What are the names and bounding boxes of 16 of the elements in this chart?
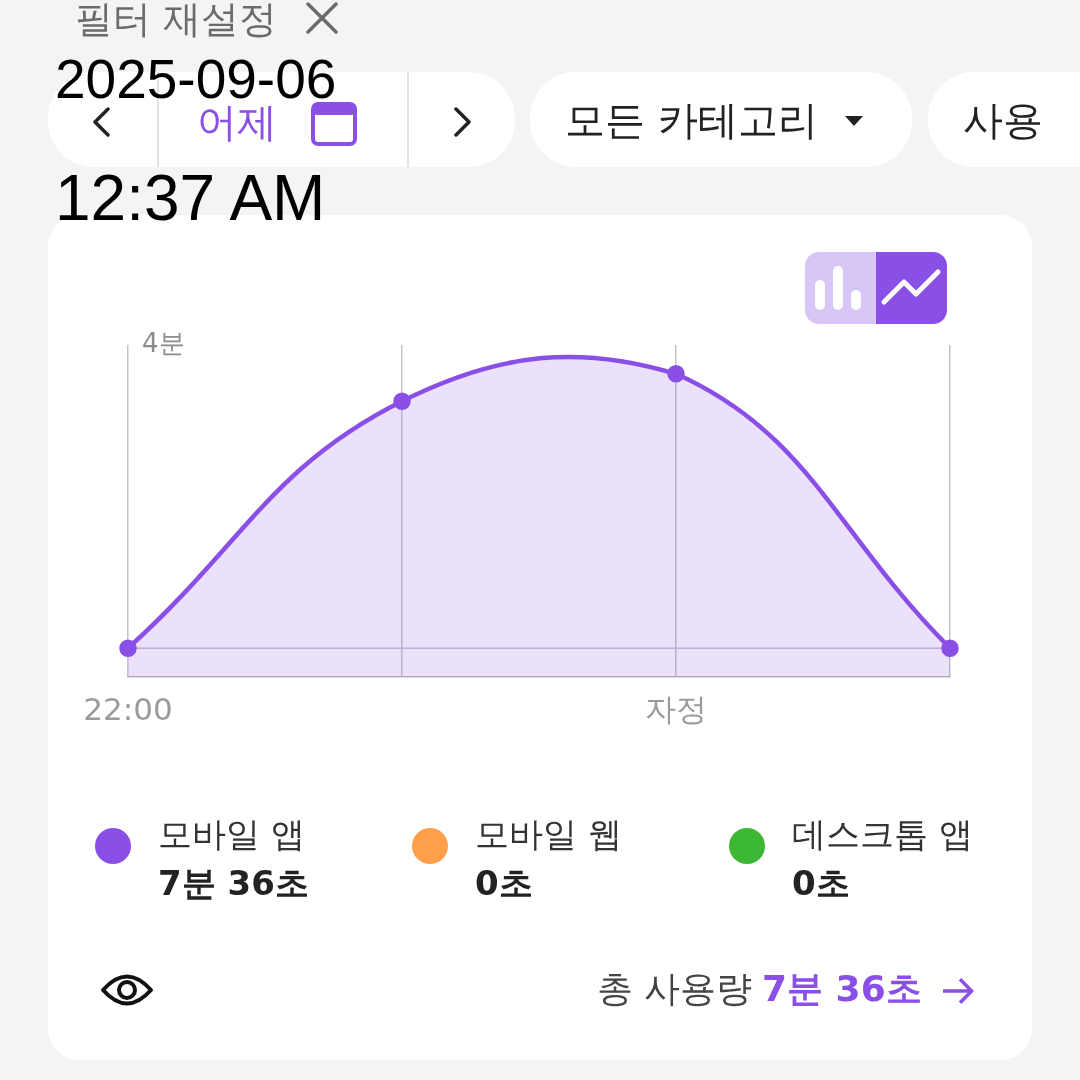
legend-label: 데스크톱 앱 (792, 813, 973, 854)
text: 필터 재설정 (75, 0, 278, 42)
x-tick-label: 자정 (645, 690, 707, 727)
text: 12:37 AM (55, 162, 326, 234)
text: 총 사용량 (596, 968, 752, 1010)
text: 4분 (142, 327, 185, 358)
x-tick-label: 22:00 (83, 690, 173, 727)
text: 사용 (963, 97, 1043, 143)
legend-label: 모바일 웹 (475, 813, 622, 854)
legend-label: 모바일 앱 (158, 813, 305, 854)
text: 7분 36초 (762, 968, 922, 1010)
text: 모든 카테고리 (565, 97, 818, 143)
text: 어제 (197, 99, 277, 145)
text: 0초 (792, 862, 850, 903)
text: 7분 36초 (158, 862, 309, 903)
text: 0초 (475, 862, 533, 903)
